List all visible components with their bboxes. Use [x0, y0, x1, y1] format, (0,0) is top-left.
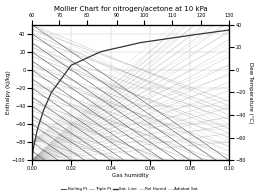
Y-axis label: Enthalpy (kJ/kg): Enthalpy (kJ/kg): [5, 70, 11, 114]
Title: Mollier Chart for nitrogen/acetone at 10 kPa: Mollier Chart for nitrogen/acetone at 10…: [54, 5, 207, 12]
Legend: Boiling Pt, Triple Pt, Sat. Line, Rel Humid, Adiabat Sat: Boiling Pt, Triple Pt, Sat. Line, Rel Hu…: [60, 186, 199, 193]
X-axis label: Gas humidity: Gas humidity: [112, 173, 149, 178]
Y-axis label: Dew Temperature (°C): Dew Temperature (°C): [248, 62, 254, 123]
